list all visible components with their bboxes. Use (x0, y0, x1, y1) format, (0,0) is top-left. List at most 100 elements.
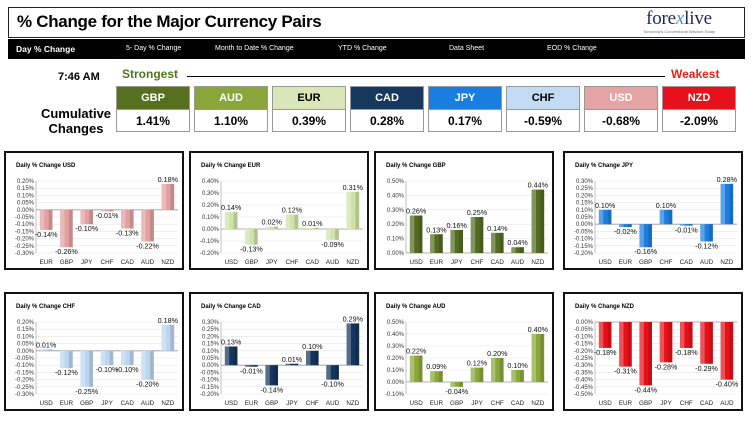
bar-highlight (60, 350, 65, 369)
y-tick-label: 0.25% (202, 327, 220, 333)
x-category-label: USD (409, 400, 423, 407)
x-category-label: EUR (430, 400, 444, 407)
y-tick-label: -0.10% (385, 392, 405, 398)
data-label: -0.14% (35, 230, 58, 239)
bar-highlight (80, 350, 85, 387)
x-category-label: NZD (531, 400, 544, 407)
bar-shade (499, 232, 504, 253)
y-tick-label: -0.20% (574, 349, 594, 355)
bar-shade (709, 224, 713, 242)
x-category-label: CAD (121, 400, 135, 407)
bar-shade (540, 189, 545, 253)
currency-box-gbp: GBP 1.41% (116, 86, 190, 132)
bar-highlight (161, 324, 166, 351)
bar-eur (430, 371, 443, 382)
bar-highlight (224, 346, 230, 366)
x-category-label: JPY (451, 259, 463, 266)
ranking-line (187, 76, 665, 77)
bar-highlight (700, 224, 705, 242)
x-category-label: NZD (346, 259, 359, 266)
x-category-label: AUD (511, 259, 525, 266)
bar-highlight (245, 365, 250, 367)
x-category-label: CHF (491, 400, 504, 407)
chart-title: Daily % Change USD (16, 163, 76, 169)
tab-day-change[interactable]: Day % Change (16, 44, 76, 54)
x-category-label: NZD (161, 259, 174, 266)
tab-ytd-change[interactable]: YTD % Change (338, 45, 387, 52)
y-tick-label: -0.45% (574, 385, 594, 391)
bar-shade (294, 363, 299, 366)
y-tick-label: -0.15% (574, 342, 594, 348)
bar-shade (109, 350, 114, 366)
bar-shade (438, 234, 443, 253)
bar-shade (418, 355, 423, 382)
y-tick-label: -0.20% (200, 251, 220, 257)
x-category-label: EUR (245, 400, 259, 407)
y-tick-label: -0.10% (15, 363, 35, 369)
bar-highlight (346, 323, 351, 366)
chart-title: Daily % Change AUD (386, 304, 446, 310)
y-tick-label: 0.10% (387, 368, 405, 374)
data-label: -0.14% (260, 385, 283, 394)
currency-box-jpy: JPY 0.17% (428, 86, 502, 132)
bar-highlight (305, 350, 311, 366)
y-tick-label: -0.05% (15, 356, 35, 362)
currency-code: AUD (195, 87, 267, 109)
logo-wordmark: forexlive (624, 9, 734, 29)
tab-data-sheet[interactable]: Data Sheet (449, 45, 485, 52)
x-category-label: EUR (430, 259, 444, 266)
data-label: 0.16% (447, 221, 468, 230)
bar-highlight (531, 189, 536, 253)
bar-shade (129, 209, 134, 229)
y-tick-label: 0.30% (387, 208, 405, 214)
data-label: 0.44% (528, 181, 549, 190)
x-category-label: NZD (720, 259, 733, 266)
x-category-label: NZD (161, 400, 174, 407)
y-tick-label: 0.00% (576, 222, 594, 228)
bar-highlight (659, 322, 665, 363)
bar-shade (314, 350, 319, 366)
currency-code: JPY (429, 87, 501, 109)
y-tick-label: 0.05% (576, 215, 594, 221)
bar-highlight (265, 365, 270, 386)
y-tick-label: 0.20% (17, 320, 35, 326)
chart-aud: Daily % Change AUD 0.50% 0.40% 0.30% 0.20% 0.… (374, 292, 554, 411)
y-tick-label: -0.10% (574, 237, 594, 243)
bar-shade (89, 209, 94, 225)
currency-code: CAD (351, 87, 423, 109)
data-label: 0.04% (507, 238, 528, 247)
y-tick-label: -0.25% (15, 244, 35, 250)
data-label: 0.31% (343, 183, 364, 192)
chart-title: Daily % Change CAD (201, 304, 261, 310)
bar-highlight (639, 322, 644, 386)
data-label: 0.10% (595, 201, 616, 210)
data-label: -0.09% (321, 240, 344, 249)
bar-highlight (598, 322, 604, 348)
y-tick-label: 0.05% (17, 201, 35, 207)
data-label: -0.12% (695, 241, 718, 250)
tab-month-to-date-change[interactable]: Month to Date % Change (215, 45, 294, 52)
bar-shade (479, 217, 484, 253)
data-label: -0.25% (75, 387, 98, 396)
bar-shade (668, 209, 673, 225)
chart-title: Daily % Change NZD (575, 304, 635, 310)
y-tick-label: -0.35% (574, 370, 594, 376)
bar-shade (89, 350, 94, 387)
currency-box-eur: EUR 0.39% (272, 86, 346, 132)
data-label: 0.02% (262, 218, 283, 227)
data-label: -0.13% (116, 229, 139, 238)
y-tick-label: -0.20% (15, 378, 35, 384)
bar-shade (709, 322, 713, 364)
bar-shade (648, 224, 653, 248)
y-tick-label: 0.20% (387, 356, 405, 362)
data-label: 0.20% (487, 349, 508, 358)
tab-eod-change[interactable]: EOD % Change (547, 45, 597, 52)
tab-5-day-change[interactable]: 5- Day % Change (126, 45, 182, 52)
data-label: 0.28% (717, 175, 738, 184)
forexlive-logo[interactable]: forexlive Tomorrow's Conventional Wisdom… (624, 9, 734, 37)
bar-shade (150, 350, 154, 380)
bar-chart-svg: Daily % Change USD0.20%0.15%0.10%0.05%0.… (15, 163, 179, 266)
nav-bar: Day % Change 5- Day % Change Month to Da… (8, 39, 745, 59)
data-label: 0.18% (158, 175, 179, 184)
y-tick-label: -0.20% (15, 237, 35, 243)
